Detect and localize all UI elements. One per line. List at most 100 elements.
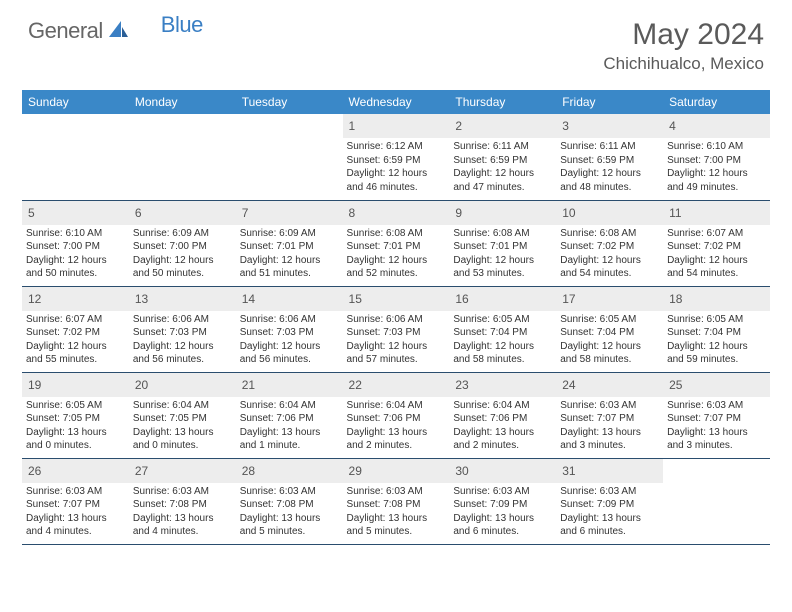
day-number: 23 [455, 378, 468, 392]
day-number: 24 [562, 378, 575, 392]
day-number-wrap: 18 [663, 287, 770, 311]
sunset-line: Sunset: 6:59 PM [453, 154, 552, 168]
day-body: Sunrise: 6:03 AMSunset: 7:07 PMDaylight:… [663, 397, 770, 455]
day-body: Sunrise: 6:05 AMSunset: 7:05 PMDaylight:… [22, 397, 129, 455]
daylight-line: Daylight: 12 hours and 46 minutes. [347, 167, 446, 194]
calendar-day-cell: 2Sunrise: 6:11 AMSunset: 6:59 PMDaylight… [449, 114, 556, 200]
sunset-line: Sunset: 7:00 PM [26, 240, 125, 254]
day-body: Sunrise: 6:03 AMSunset: 7:09 PMDaylight:… [449, 483, 556, 541]
calendar-day-cell: 21Sunrise: 6:04 AMSunset: 7:06 PMDayligh… [236, 372, 343, 458]
day-number-wrap: 21 [236, 373, 343, 397]
day-number: 14 [242, 292, 255, 306]
daylight-line: Daylight: 12 hours and 54 minutes. [667, 254, 766, 281]
day-number: 20 [135, 378, 148, 392]
day-number-wrap: 29 [343, 459, 450, 483]
day-number: 6 [135, 206, 142, 220]
calendar-day-cell: 7Sunrise: 6:09 AMSunset: 7:01 PMDaylight… [236, 200, 343, 286]
daylight-line: Daylight: 13 hours and 6 minutes. [560, 512, 659, 539]
day-number: 26 [28, 464, 41, 478]
daylight-line: Daylight: 13 hours and 5 minutes. [240, 512, 339, 539]
day-number: 22 [349, 378, 362, 392]
day-number: 27 [135, 464, 148, 478]
day-number: 17 [562, 292, 575, 306]
daylight-line: Daylight: 12 hours and 54 minutes. [560, 254, 659, 281]
sunset-line: Sunset: 7:07 PM [667, 412, 766, 426]
sunrise-line: Sunrise: 6:05 AM [667, 313, 766, 327]
daylight-line: Daylight: 13 hours and 0 minutes. [26, 426, 125, 453]
day-body: Sunrise: 6:06 AMSunset: 7:03 PMDaylight:… [129, 311, 236, 369]
sunset-line: Sunset: 6:59 PM [347, 154, 446, 168]
sunrise-line: Sunrise: 6:04 AM [240, 399, 339, 413]
sunset-line: Sunset: 7:03 PM [347, 326, 446, 340]
day-number: 31 [562, 464, 575, 478]
sunrise-line: Sunrise: 6:09 AM [133, 227, 232, 241]
day-body: Sunrise: 6:12 AMSunset: 6:59 PMDaylight:… [343, 138, 450, 196]
day-number: 15 [349, 292, 362, 306]
daylight-line: Daylight: 13 hours and 4 minutes. [133, 512, 232, 539]
calendar-day-cell: 29Sunrise: 6:03 AMSunset: 7:08 PMDayligh… [343, 458, 450, 544]
dow-thursday: Thursday [449, 90, 556, 114]
sunrise-line: Sunrise: 6:06 AM [347, 313, 446, 327]
calendar-day-cell: 8Sunrise: 6:08 AMSunset: 7:01 PMDaylight… [343, 200, 450, 286]
sunset-line: Sunset: 7:00 PM [133, 240, 232, 254]
sunrise-line: Sunrise: 6:11 AM [453, 140, 552, 154]
dow-row: Sunday Monday Tuesday Wednesday Thursday… [22, 90, 770, 114]
day-number: 9 [455, 206, 462, 220]
calendar-day-cell: 6 Sunrise: 6:09 AMSunset: 7:00 PMDaylight… [129, 200, 236, 286]
day-number: 13 [135, 292, 148, 306]
day-number-wrap: 2 [449, 114, 556, 138]
daylight-line: Daylight: 13 hours and 2 minutes. [347, 426, 446, 453]
day-number: 25 [669, 378, 682, 392]
calendar-day-cell: 25 Sunrise: 6:03 AMSunset: 7:07 PMDayligh… [663, 372, 770, 458]
daylight-line: Daylight: 12 hours and 55 minutes. [26, 340, 125, 367]
sunrise-line: Sunrise: 6:03 AM [347, 485, 446, 499]
calendar-day-cell: 30Sunrise: 6:03 AMSunset: 7:09 PMDayligh… [449, 458, 556, 544]
calendar-day-cell [663, 458, 770, 544]
daylight-line: Daylight: 12 hours and 47 minutes. [453, 167, 552, 194]
sunrise-line: Sunrise: 6:08 AM [347, 227, 446, 241]
day-number-wrap: 15 [343, 287, 450, 311]
day-number-wrap: 1 [343, 114, 450, 138]
day-body: Sunrise: 6:09 AMSunset: 7:00 PMDaylight:… [129, 225, 236, 283]
daylight-line: Daylight: 13 hours and 5 minutes. [347, 512, 446, 539]
day-number-wrap: 23 [449, 373, 556, 397]
calendar-day-cell: 16 Sunrise: 6:05 AMSunset: 7:04 PMDayligh… [449, 286, 556, 372]
sunrise-line: Sunrise: 6:12 AM [347, 140, 446, 154]
sunset-line: Sunset: 7:09 PM [453, 498, 552, 512]
sunrise-line: Sunrise: 6:04 AM [347, 399, 446, 413]
day-body: Sunrise: 6:10 AMSunset: 7:00 PMDaylight:… [22, 225, 129, 283]
calendar-day-cell: 31Sunrise: 6:03 AMSunset: 7:09 PMDayligh… [556, 458, 663, 544]
title-block: May 2024 Chichihualco, Mexico [603, 18, 764, 74]
sunrise-line: Sunrise: 6:10 AM [667, 140, 766, 154]
daylight-line: Daylight: 12 hours and 49 minutes. [667, 167, 766, 194]
calendar-day-cell [129, 114, 236, 200]
day-number: 16 [455, 292, 468, 306]
calendar-week: 5Sunrise: 6:10 AMSunset: 7:00 PMDaylight… [22, 200, 770, 286]
day-number: 10 [562, 206, 575, 220]
dow-wednesday: Wednesday [343, 90, 450, 114]
day-number: 21 [242, 378, 255, 392]
day-body: Sunrise: 6:05 AMSunset: 7:04 PMDaylight:… [449, 311, 556, 369]
daylight-line: Daylight: 13 hours and 3 minutes. [667, 426, 766, 453]
calendar-week: 12Sunrise: 6:07 AMSunset: 7:02 PMDayligh… [22, 286, 770, 372]
day-number-wrap: 5 [22, 201, 129, 225]
day-number-wrap: 13 [129, 287, 236, 311]
day-number-wrap: 9 [449, 201, 556, 225]
day-number-wrap: 10 [556, 201, 663, 225]
day-body: Sunrise: 6:05 AMSunset: 7:04 PMDaylight:… [663, 311, 770, 369]
day-body: Sunrise: 6:11 AMSunset: 6:59 PMDaylight:… [449, 138, 556, 196]
sunset-line: Sunset: 7:02 PM [26, 326, 125, 340]
day-number-wrap: 28 [236, 459, 343, 483]
sunset-line: Sunset: 7:01 PM [240, 240, 339, 254]
day-body: Sunrise: 6:07 AMSunset: 7:02 PMDaylight:… [22, 311, 129, 369]
daylight-line: Daylight: 12 hours and 50 minutes. [133, 254, 232, 281]
sunset-line: Sunset: 7:03 PM [133, 326, 232, 340]
day-number: 11 [669, 206, 681, 220]
day-body: Sunrise: 6:03 AMSunset: 7:08 PMDaylight:… [236, 483, 343, 541]
sunrise-line: Sunrise: 6:03 AM [667, 399, 766, 413]
daylight-line: Daylight: 12 hours and 52 minutes. [347, 254, 446, 281]
day-number: 29 [349, 464, 362, 478]
daylight-line: Daylight: 12 hours and 51 minutes. [240, 254, 339, 281]
day-body: Sunrise: 6:11 AMSunset: 6:59 PMDaylight:… [556, 138, 663, 196]
day-number-wrap: 8 [343, 201, 450, 225]
